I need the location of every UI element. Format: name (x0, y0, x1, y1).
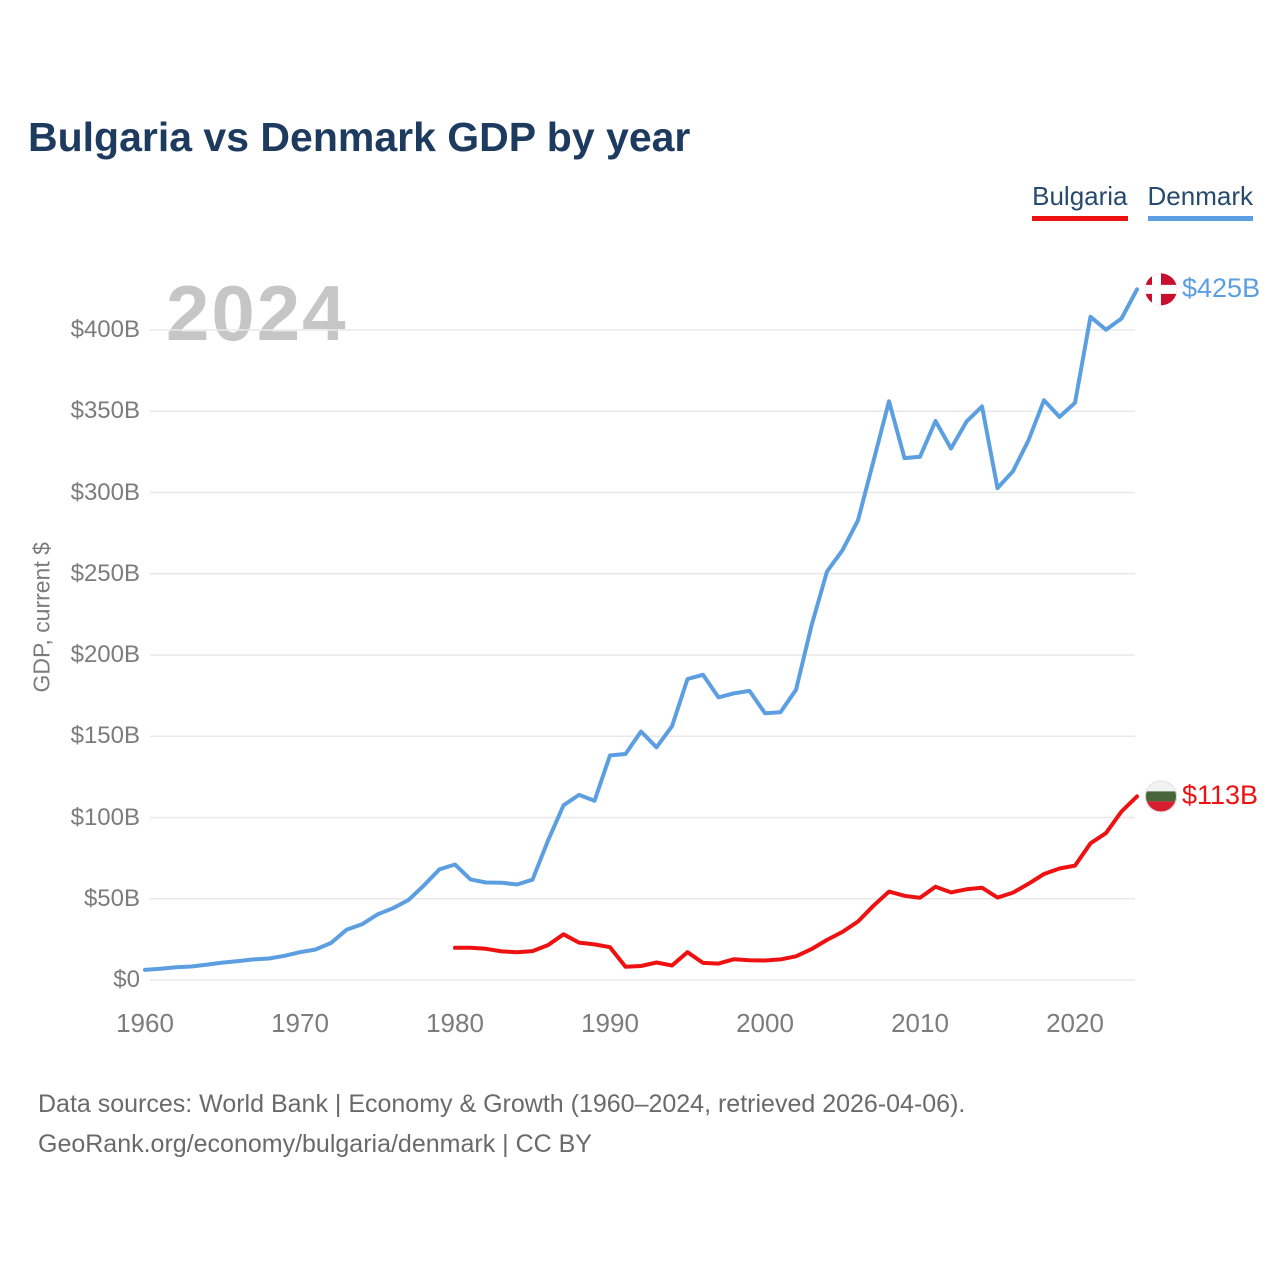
footer: Data sources: World Bank | Economy & Gro… (38, 1084, 965, 1164)
x-tick-label: 2020 (1046, 1008, 1104, 1038)
y-tick-label: $200B (70, 641, 140, 668)
y-tick-label: $250B (70, 559, 140, 587)
y-tick-label: $350B (70, 397, 140, 425)
y-tick-label: $50B (83, 884, 140, 912)
legend-item-denmark[interactable]: Denmark (1147, 182, 1253, 221)
y-tick-label: $300B (70, 478, 140, 506)
denmark-flag-icon (1145, 273, 1177, 306)
year-watermark: 2024 (166, 269, 348, 357)
y-tick-label: $0 (113, 966, 140, 993)
bulgaria-flag-icon (1145, 780, 1177, 813)
legend-item-bulgaria[interactable]: Bulgaria (1032, 182, 1128, 221)
x-tick-label: 2000 (736, 1008, 794, 1038)
denmark-value-label: $425B (1182, 273, 1261, 304)
page-title: Bulgaria vs Denmark GDP by year (28, 114, 691, 160)
y-tick-label: $100B (70, 803, 140, 831)
x-tick-label: 1990 (581, 1008, 639, 1038)
x-tick-label: 1970 (271, 1008, 329, 1038)
denmark-gdp-line[interactable] (143, 287, 1139, 972)
y-tick-label: $150B (70, 722, 140, 750)
footer-attribution-line: GeoRank.org/economy/bulgaria/denmark | C… (38, 1130, 592, 1158)
footer-sources-line: Data sources: World Bank | Economy & Gro… (38, 1090, 966, 1118)
y-tick-label: $400B (70, 316, 140, 343)
x-tick-label: 1960 (116, 1008, 174, 1038)
bulgaria-value-label: $113B (1182, 780, 1259, 811)
bulgaria-gdp-line[interactable] (453, 794, 1139, 969)
legend: Bulgaria Denmark (1032, 182, 1253, 221)
x-tick-label: 1980 (426, 1008, 484, 1038)
x-tick-label: 2010 (891, 1008, 949, 1038)
